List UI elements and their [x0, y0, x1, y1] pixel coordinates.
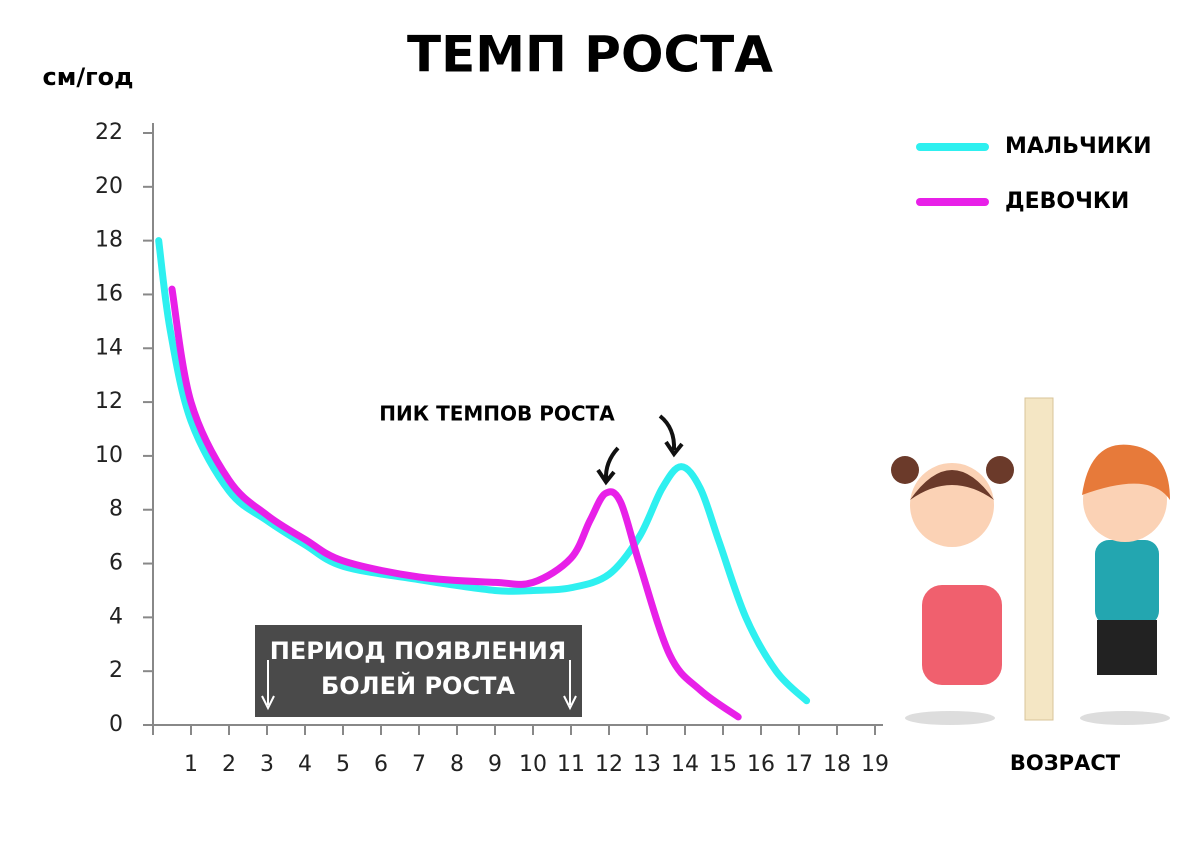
y-tick-label: 4 [109, 604, 123, 629]
y-tick-label: 2 [109, 658, 123, 683]
x-axis-label: ВОЗРАСТ [1010, 751, 1121, 775]
period-arrow [261, 660, 275, 711]
chart-title: ТЕМП РОСТА [407, 26, 773, 84]
x-tick-label: 5 [336, 752, 350, 777]
period-annotation: БОЛЕЙ РОСТА [321, 671, 515, 700]
y-tick-label: 12 [95, 389, 123, 414]
y-tick-label: 20 [95, 174, 123, 199]
y-tick-label: 22 [95, 120, 123, 145]
y-tick-label: 0 [109, 712, 123, 737]
x-tick-label: 3 [260, 752, 274, 777]
x-tick-label: 17 [785, 752, 813, 777]
period-box [255, 625, 582, 717]
y-tick-label: 10 [95, 443, 123, 468]
legend-label: МАЛЬЧИКИ [1005, 134, 1152, 159]
x-tick-label: 8 [450, 752, 464, 777]
x-tick-label: 9 [488, 752, 502, 777]
series-line [168, 285, 742, 721]
x-tick-label: 12 [595, 752, 623, 777]
peak-annotation: ПИК ТЕМПОВ РОСТА [379, 402, 615, 426]
x-tick-label: 14 [671, 752, 699, 777]
x-tick-label: 16 [747, 752, 775, 777]
y-tick-label: 8 [109, 497, 123, 522]
x-tick-label: 10 [519, 752, 547, 777]
illustration [891, 397, 1170, 725]
period-annotation: ПЕРИОД ПОЯВЛЕНИЯ [270, 637, 567, 665]
x-tick-label: 4 [298, 752, 312, 777]
x-tick-label: 11 [557, 752, 585, 777]
series-line [155, 237, 811, 705]
x-tick-label: 18 [823, 752, 851, 777]
x-tick-label: 7 [412, 752, 426, 777]
y-tick-label: 18 [95, 228, 123, 253]
period-arrow [563, 660, 577, 711]
x-tick-label: 15 [709, 752, 737, 777]
x-tick-label: 19 [861, 752, 889, 777]
x-tick-label: 6 [374, 752, 388, 777]
peak-arrow [596, 446, 620, 486]
x-tick-label: 2 [222, 752, 236, 777]
y-tick-label: 14 [95, 335, 123, 360]
peak-arrow [658, 414, 684, 458]
y-tick-label: 16 [95, 281, 123, 306]
x-tick-label: 1 [184, 752, 198, 777]
x-tick-label: 13 [633, 752, 661, 777]
y-axis-label: см/год [42, 63, 133, 91]
y-tick-label: 6 [109, 551, 123, 576]
legend-label: ДЕВОЧКИ [1005, 189, 1129, 214]
